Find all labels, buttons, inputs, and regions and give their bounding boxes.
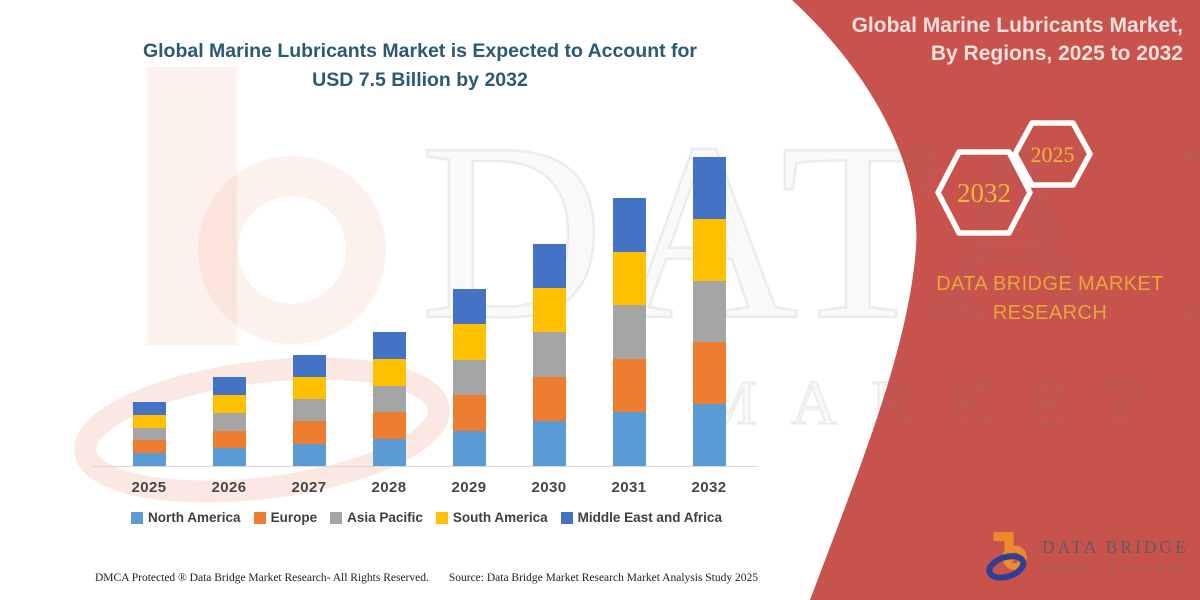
legend-swatch xyxy=(131,511,144,524)
chart-title-line1: Global Marine Lubricants Market is Expec… xyxy=(142,40,698,62)
segment-middle-east-and-africa xyxy=(212,377,246,396)
segment-asia-pacific xyxy=(612,305,646,359)
legend-item-north-america: North America xyxy=(131,510,241,525)
segment-europe xyxy=(452,395,486,431)
segment-middle-east-and-africa xyxy=(452,288,486,325)
legend-swatch xyxy=(435,511,448,524)
segment-south-america xyxy=(292,376,326,400)
legend-item-asia-pacific: Asia Pacific xyxy=(330,510,423,525)
stacked-bar-2025 xyxy=(132,402,166,466)
segment-south-america xyxy=(532,288,566,333)
stacked-bar-2031 xyxy=(612,198,646,466)
segment-europe xyxy=(292,421,326,444)
x-axis-label-2031: 2031 xyxy=(611,479,647,496)
segment-south-america xyxy=(692,218,726,281)
segment-europe xyxy=(372,412,406,440)
segment-north-america xyxy=(532,421,566,466)
segment-north-america xyxy=(452,430,486,466)
legend-swatch xyxy=(253,511,266,524)
stacked-bar-2032 xyxy=(692,157,726,466)
x-axis-label-2030: 2030 xyxy=(531,479,567,496)
chart-title: Global Marine Lubricants Market is Expec… xyxy=(110,37,730,96)
segment-asia-pacific xyxy=(452,359,486,396)
legend-swatch xyxy=(560,511,573,524)
segment-asia-pacific xyxy=(532,332,566,377)
legend-item-south-america: South America xyxy=(435,510,548,525)
segment-asia-pacific xyxy=(132,427,166,441)
segment-europe xyxy=(212,430,246,449)
segment-north-america xyxy=(692,404,726,466)
legend-label: Middle East and Africa xyxy=(577,510,722,525)
chart-legend: North America Europe Asia Pacific South Ame… xyxy=(95,510,758,525)
stacked-bar-2027 xyxy=(292,354,326,466)
segment-south-america xyxy=(612,251,646,306)
x-axis-line xyxy=(92,466,758,467)
x-axis-label-2027: 2027 xyxy=(291,479,327,496)
footer: DMCA Protected ® Data Bridge Market Rese… xyxy=(95,572,758,584)
segment-south-america xyxy=(452,324,486,360)
stacked-bar-2026 xyxy=(212,377,246,466)
legend-label: South America xyxy=(452,510,548,525)
legend-item-europe: Europe xyxy=(253,510,318,525)
segment-asia-pacific xyxy=(292,399,326,422)
segment-middle-east-and-africa xyxy=(692,157,726,219)
segment-europe xyxy=(132,440,166,454)
data-bridge-b-watermark xyxy=(74,67,450,503)
x-axis-label-2026: 2026 xyxy=(211,479,247,496)
segment-north-america xyxy=(612,412,646,466)
legend-label: Europe xyxy=(270,510,318,525)
dmca-text: DMCA Protected ® Data Bridge Market Rese… xyxy=(95,572,429,584)
stacked-bar-2030 xyxy=(532,243,566,466)
source-text: Source: Data Bridge Market Research Mark… xyxy=(448,572,758,584)
x-axis-label-2025: 2025 xyxy=(131,479,167,496)
segment-north-america xyxy=(292,443,326,466)
x-axis-label-2029: 2029 xyxy=(451,479,487,496)
segment-europe xyxy=(612,358,646,413)
segment-north-america xyxy=(372,439,406,466)
stacked-bar-2029 xyxy=(452,288,486,466)
stacked-bar-2028 xyxy=(372,332,406,466)
segment-north-america xyxy=(212,448,246,466)
segment-europe xyxy=(532,376,566,422)
chart-title-line2: USD 7.5 Billion by 2032 xyxy=(312,69,528,92)
legend-swatch xyxy=(330,511,343,524)
legend-label: Asia Pacific xyxy=(347,510,423,525)
segment-middle-east-and-africa xyxy=(372,332,406,359)
segment-south-america xyxy=(212,395,246,413)
segment-asia-pacific xyxy=(212,412,246,431)
segment-south-america xyxy=(132,414,166,428)
segment-middle-east-and-africa xyxy=(612,198,646,252)
segment-middle-east-and-africa xyxy=(532,243,566,288)
segment-asia-pacific xyxy=(372,385,406,413)
segment-north-america xyxy=(132,453,166,466)
segment-middle-east-and-africa xyxy=(132,402,166,415)
segment-south-america xyxy=(372,358,406,386)
x-axis-label-2028: 2028 xyxy=(371,479,407,496)
x-axis-label-2032: 2032 xyxy=(691,479,727,496)
legend-label: North America xyxy=(148,510,241,525)
segment-europe xyxy=(692,342,726,405)
segment-middle-east-and-africa xyxy=(292,354,326,377)
legend-item-middle-east-and-africa: Middle East and Africa xyxy=(560,510,722,525)
segment-asia-pacific xyxy=(692,280,726,343)
